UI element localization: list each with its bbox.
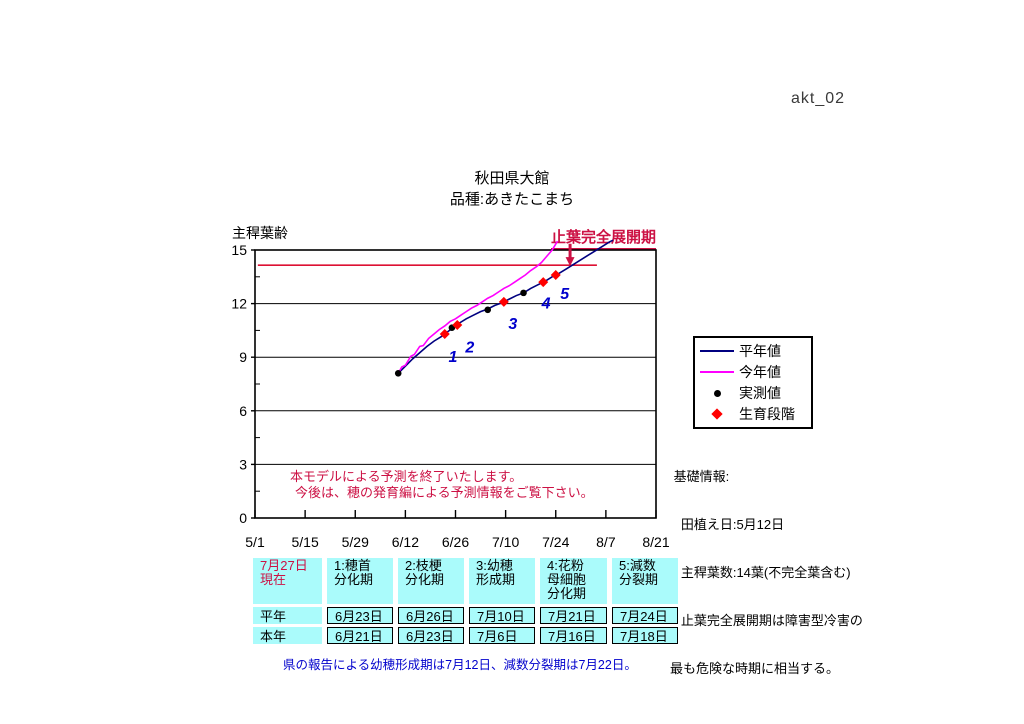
y-tick-label: 9	[239, 349, 247, 365]
y-tick-label: 15	[231, 242, 247, 258]
annotation-arrow-head	[565, 257, 575, 267]
y-tick-label: 3	[239, 456, 247, 472]
x-tick-label: 6/26	[442, 534, 469, 550]
info-line: 止葉完全展開期は障害型冷害の	[670, 613, 863, 628]
stage-number-label: 5	[560, 286, 570, 303]
table-date-cell: 7月21日	[540, 607, 607, 624]
table-stage-header: 4:花粉 母細胞 分化期	[540, 558, 607, 604]
table-stage-header: 1:穂首 分化期	[327, 558, 393, 604]
table-stage-header: 2:枝梗 分化期	[398, 558, 464, 604]
growth-stage-point	[439, 328, 450, 339]
table-date-cell: 7月6日	[469, 627, 535, 644]
table-date-cell: 7月10日	[469, 607, 535, 624]
table-date-cell: 7月18日	[612, 627, 678, 644]
x-tick-label: 5/29	[342, 534, 369, 550]
stage-number-label: 3	[508, 316, 517, 333]
prefecture-report-footnote: 県の報告による幼穂形成期は7月12日、減数分裂期は7月22日。	[283, 658, 637, 672]
growth-stage-table: 7月27日 現在 1:穂首 分化期 2:枝梗 分化期 3:幼穂 形成期 4:花粉 母細胞…	[253, 558, 678, 644]
legend-label: 平年値	[739, 342, 781, 359]
table-row-label: 平年	[253, 607, 322, 624]
table-date-cell: 6月23日	[398, 627, 464, 644]
basic-info-block: 基礎情報: 田植え日:5月12日 主稈葉数:14葉(不完全葉含む) 止葉完全展開…	[670, 437, 863, 709]
x-tick-label: 7/10	[492, 534, 519, 550]
table-date-cell: 6月21日	[327, 627, 393, 644]
x-tick-label: 8/21	[642, 534, 669, 550]
legend-item-this-year: 今年値	[695, 361, 811, 382]
info-line: 最も危険な時期に相当する。	[670, 661, 840, 676]
chart-subtitle: 品種:あきたこまち	[449, 191, 575, 208]
normal-year-line-icon	[695, 349, 739, 352]
measured-point	[484, 306, 492, 314]
growth-stage-point	[550, 270, 561, 281]
info-line: 基礎情報:	[670, 469, 730, 484]
measured-dot-icon	[695, 389, 739, 397]
y-axis-title: 主稈葉齢	[232, 225, 288, 241]
y-tick-label: 0	[239, 510, 247, 526]
stage-number-label: 2	[464, 339, 474, 356]
legend-label: 生育段階	[739, 406, 795, 423]
table-date-cell: 6月26日	[398, 607, 464, 624]
growth-stage-point	[538, 277, 549, 288]
this-year-line-icon	[695, 370, 739, 373]
measured-point	[394, 369, 402, 377]
y-tick-label: 6	[239, 403, 247, 419]
stage-number-label: 1	[449, 349, 458, 366]
legend-label: 実測値	[739, 385, 781, 402]
model-notice-line2: 今後は、穂の発育編による予測情報をご覧下さい。	[295, 485, 594, 500]
info-line: 主稈葉数:14葉(不完全葉含む)	[670, 565, 851, 580]
table-date-cell: 7月24日	[612, 607, 678, 624]
table-stage-header: 3:幼穂 形成期	[469, 558, 535, 604]
this-year-line	[397, 240, 559, 374]
info-line: 田植え日:5月12日	[670, 517, 785, 532]
stage-diamond-icon	[695, 408, 739, 421]
table-date-cell: 6月23日	[327, 607, 393, 624]
normal-year-line	[397, 239, 614, 374]
legend-item-growth-stage: 生育段階	[695, 404, 811, 425]
x-tick-label: 6/12	[392, 534, 419, 550]
growth-stage-point	[498, 296, 509, 307]
measured-point	[448, 324, 456, 332]
x-tick-label: 5/15	[292, 534, 319, 550]
chart-legend: 平年値 今年値 実測値 生育段階	[693, 336, 813, 429]
chart-title: 秋田県大館	[474, 170, 550, 187]
table-date-cell: 7月16日	[540, 627, 607, 644]
document-code: akt_02	[791, 90, 846, 107]
legend-label: 今年値	[739, 363, 781, 380]
x-tick-label: 8/7	[596, 534, 616, 550]
legend-item-normal-year: 平年値	[695, 340, 811, 361]
flag-leaf-annotation: 止葉完全展開期	[551, 226, 657, 250]
stage-number-label: 4	[541, 296, 551, 313]
table-corner-date: 7月27日 現在	[253, 558, 322, 604]
x-tick-label: 5/1	[245, 534, 265, 550]
growth-stage-point	[452, 320, 463, 331]
legend-item-measured: 実測値	[695, 383, 811, 404]
model-notice-line1: 本モデルによる予測を終了いたします。	[290, 469, 523, 484]
chart-title-block: 秋田県大館 品種:あきたこまち	[0, 168, 1024, 210]
measured-point	[520, 289, 527, 297]
y-tick-label: 12	[231, 296, 247, 312]
table-row-label: 本年	[253, 627, 322, 644]
x-tick-label: 7/24	[542, 534, 569, 550]
table-stage-header: 5:減数 分裂期	[612, 558, 678, 604]
